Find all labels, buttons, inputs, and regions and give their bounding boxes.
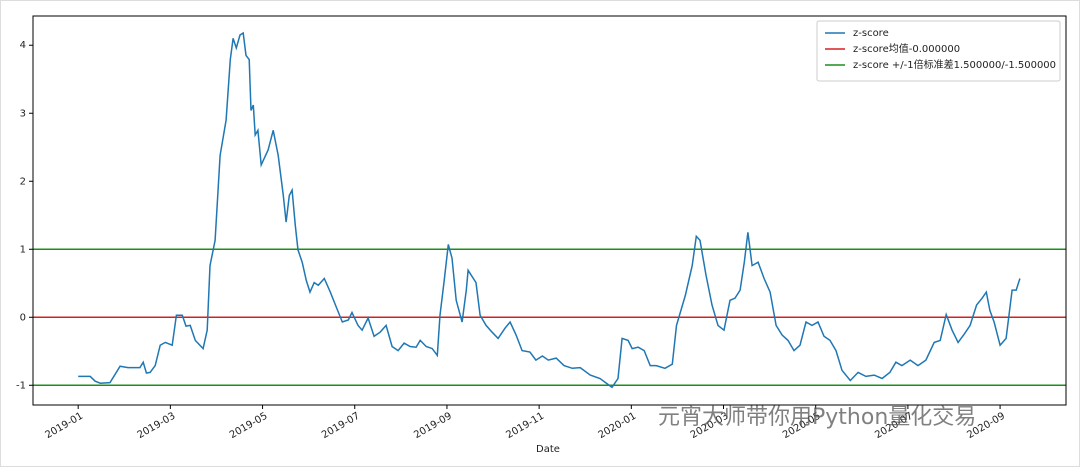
legend-label: z-score: [853, 28, 889, 39]
y-tick-label: 3: [20, 108, 26, 119]
legend-box: [816, 20, 1061, 82]
y-tick-label: -1: [16, 380, 26, 391]
data-line: [78, 31, 1021, 389]
x-axis-label: Date: [536, 444, 560, 455]
legend-label: z-score均值-0.000000: [853, 42, 960, 55]
y-tick-label: 2: [20, 176, 26, 187]
plot-area: [32, 15, 1067, 406]
y-tick-label: 4: [20, 40, 26, 51]
watermark: 元宵大师带你用Python量化交易: [658, 405, 976, 430]
legend-label: z-score +/-1倍标准差1.500000/-1.500000: [853, 58, 1056, 71]
y-tick-label: 1: [20, 244, 26, 255]
y-tick-label: 0: [20, 312, 26, 323]
